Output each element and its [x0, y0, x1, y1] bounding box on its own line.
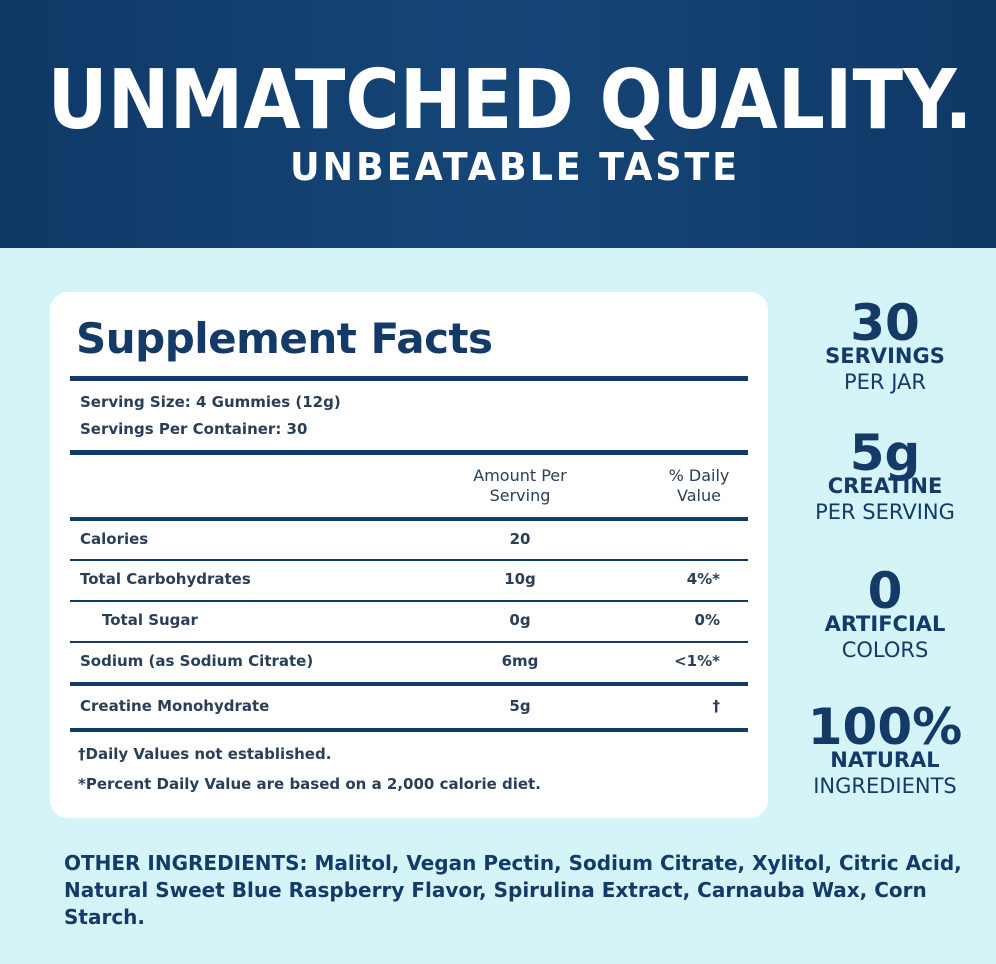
rule	[70, 559, 748, 561]
rule	[70, 682, 748, 686]
facts-title: Supplement Facts	[76, 314, 493, 363]
other-ingredients-label: OTHER INGREDIENTS:	[64, 851, 308, 875]
rule	[70, 600, 748, 602]
row-daily-value: †	[712, 697, 721, 715]
footnote: *Percent Daily Value are based on a 2,00…	[78, 775, 541, 793]
row-name: Creatine Monohydrate	[80, 697, 270, 715]
stat-value: 100%	[807, 698, 963, 756]
other-ingredients-text: Malitol, Vegan Pectin, Sodium Citrate, X…	[64, 851, 962, 929]
row-name: Total Sugar	[102, 611, 198, 629]
stat-sub: PER SERVING	[815, 500, 955, 524]
serving-size: Serving Size: 4 Gummies (12g)	[80, 393, 341, 411]
rule	[70, 376, 748, 381]
row-amount: 6mg	[501, 652, 539, 670]
stat-value: 0	[867, 562, 903, 620]
header-title: UNMATCHED QUALITY.	[48, 53, 973, 148]
header-text: UNMATCHED QUALITY. UNBEATABLE TASTE	[48, 53, 973, 189]
row-name: Calories	[80, 530, 149, 548]
column-header: % Daily Value	[668, 466, 730, 505]
row-daily-value: 4%*	[686, 570, 720, 588]
stat-label: NATURAL	[830, 748, 940, 772]
row-amount: 10g	[504, 570, 536, 588]
row-name: Total Carbohydrates	[80, 570, 251, 588]
row-amount: 20	[509, 530, 531, 548]
stat-value: 5g	[849, 424, 921, 482]
servings-per-container: Servings Per Container: 30	[80, 420, 308, 438]
footnote: †Daily Values not established.	[78, 745, 332, 763]
rule	[70, 728, 748, 732]
stat-sub: INGREDIENTS	[813, 774, 957, 798]
row-name: Sodium (as Sodium Citrate)	[80, 652, 314, 670]
header-banner: UNMATCHED QUALITY. UNBEATABLE TASTE	[0, 0, 996, 248]
stat-value: 30	[850, 294, 920, 352]
row-daily-value: <1%*	[674, 652, 720, 670]
stat-label: ARTIFCIAL	[824, 612, 946, 636]
column-header: Amount Per Serving	[473, 466, 567, 505]
row-amount: 5g	[509, 697, 531, 715]
header-subtitle: UNBEATABLE TASTE	[290, 145, 740, 189]
stat-sub: PER JAR	[844, 370, 926, 394]
rule	[70, 450, 748, 455]
row-daily-value: 0%	[694, 611, 720, 629]
rule	[70, 641, 748, 643]
row-amount: 0g	[509, 611, 531, 629]
stat-label: SERVINGS	[825, 344, 945, 368]
rule	[70, 517, 748, 521]
other-ingredients: OTHER INGREDIENTS: Malitol, Vegan Pectin…	[64, 850, 984, 931]
facts-card: Supplement Facts Serving Size: 4 Gummies…	[50, 292, 768, 818]
stat-label: CREATINE	[827, 474, 943, 498]
stat-sub: COLORS	[841, 638, 929, 662]
